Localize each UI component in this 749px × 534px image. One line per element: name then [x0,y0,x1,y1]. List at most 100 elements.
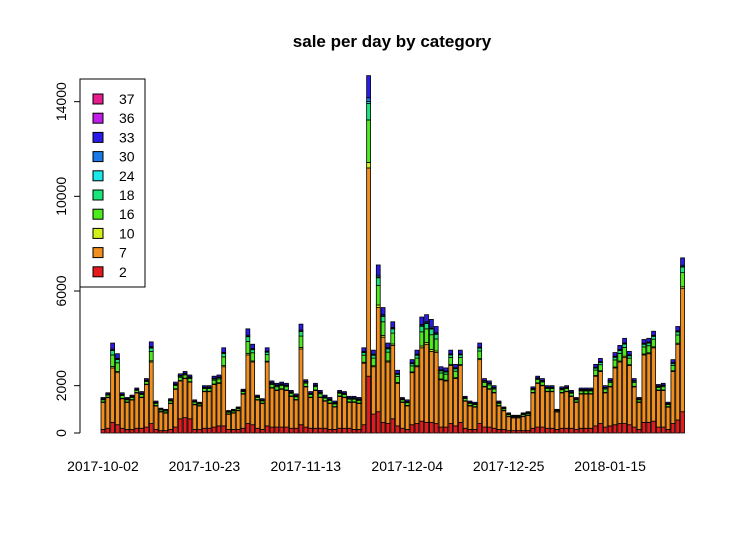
legend-label: 18 [119,187,135,203]
bar-segment [192,399,198,402]
bar-segment [544,427,550,434]
bar-segment [496,400,502,403]
bar-segment [583,387,589,390]
bar-stack [496,400,502,434]
bar-segment [380,321,386,336]
bar-segment [124,401,130,430]
bar-segment [472,429,478,434]
bar-stack [284,382,289,434]
bar-segment [602,392,608,428]
bar-segment [371,349,376,355]
bar-segment [612,352,618,357]
bar-stack [515,414,521,434]
bar-segment [462,400,468,429]
bar-segment [443,426,449,434]
bar-segment [177,380,183,420]
bar-segment [540,378,545,381]
bar-stack [525,411,531,434]
bar-segment [564,388,569,392]
bar-segment [458,349,463,355]
y-tick-label: 14000 [53,82,69,121]
bar-segment [366,102,371,121]
bar-segment [627,357,632,366]
bar-segment [298,424,304,434]
bar-segment [332,406,338,430]
bar-segment [660,386,666,391]
bar-segment [424,323,429,330]
bar-segment [429,421,434,434]
bar-stack [327,397,333,434]
bar-segment [607,382,613,387]
bar-segment [255,427,260,434]
bar-segment [617,352,623,362]
bar-segment [578,390,584,394]
bar-segment [559,427,565,434]
bar-stack [337,389,342,434]
bar-segment [520,416,526,432]
bar-segment [124,397,130,400]
bar-segment [467,429,473,434]
bar-segment [578,393,584,429]
bar-segment [375,307,381,413]
bar-segment [462,427,468,434]
bar-segment [308,397,313,429]
bar-stack [448,349,454,434]
bar-segment [612,424,618,434]
bar-segment [395,376,400,383]
bar-segment [467,405,473,430]
bar-stack [607,378,613,434]
y-tick-label: 10000 [53,177,69,216]
bar-segment [356,429,362,434]
chart-title: sale per day by category [293,32,492,51]
bar-segment [641,339,647,344]
bar-stack [168,398,173,434]
bar-segment [327,399,333,404]
bar-segment [482,378,487,381]
bar-segment [158,407,164,410]
bar-segment [375,277,381,286]
bar-segment [472,401,478,404]
bar-segment [119,392,125,395]
bar-segment [651,420,656,434]
bar-segment [419,420,425,434]
bar-segment [467,400,473,403]
bar-segment [197,429,202,434]
bar-segment [110,350,115,356]
bar-segment [680,411,685,434]
bar-segment [414,357,420,367]
bar-segment [554,411,560,430]
bar-stack [573,397,579,434]
bar-segment [646,421,652,434]
bar-stack [264,347,270,434]
bar-segment [259,429,265,434]
bar-segment [356,399,362,404]
bar-segment [264,361,270,427]
bar-stack [202,385,207,434]
bar-segment [342,391,347,394]
bar-segment [385,342,391,349]
bar-segment [308,394,313,398]
bar-stack [520,412,526,434]
bar-segment [332,403,338,408]
bar-segment [288,392,294,397]
bar-segment [274,382,280,386]
bar-segment [453,370,458,379]
bar-segment [148,351,154,362]
bar-segment [656,389,661,428]
bar-stack [110,342,115,434]
bar-segment [269,387,275,428]
bar-segment [569,395,574,429]
bar-segment [612,367,618,426]
bar-segment [554,429,560,434]
bar-segment [535,382,541,428]
bar-segment [535,375,541,379]
bar-segment [279,385,285,390]
bar-stack [549,385,555,434]
bar-segment [627,365,632,426]
bar-stack [226,410,231,434]
bar-segment [458,365,463,423]
bar-segment [192,404,198,430]
bar-segment [631,378,637,381]
bar-segment [414,423,420,434]
